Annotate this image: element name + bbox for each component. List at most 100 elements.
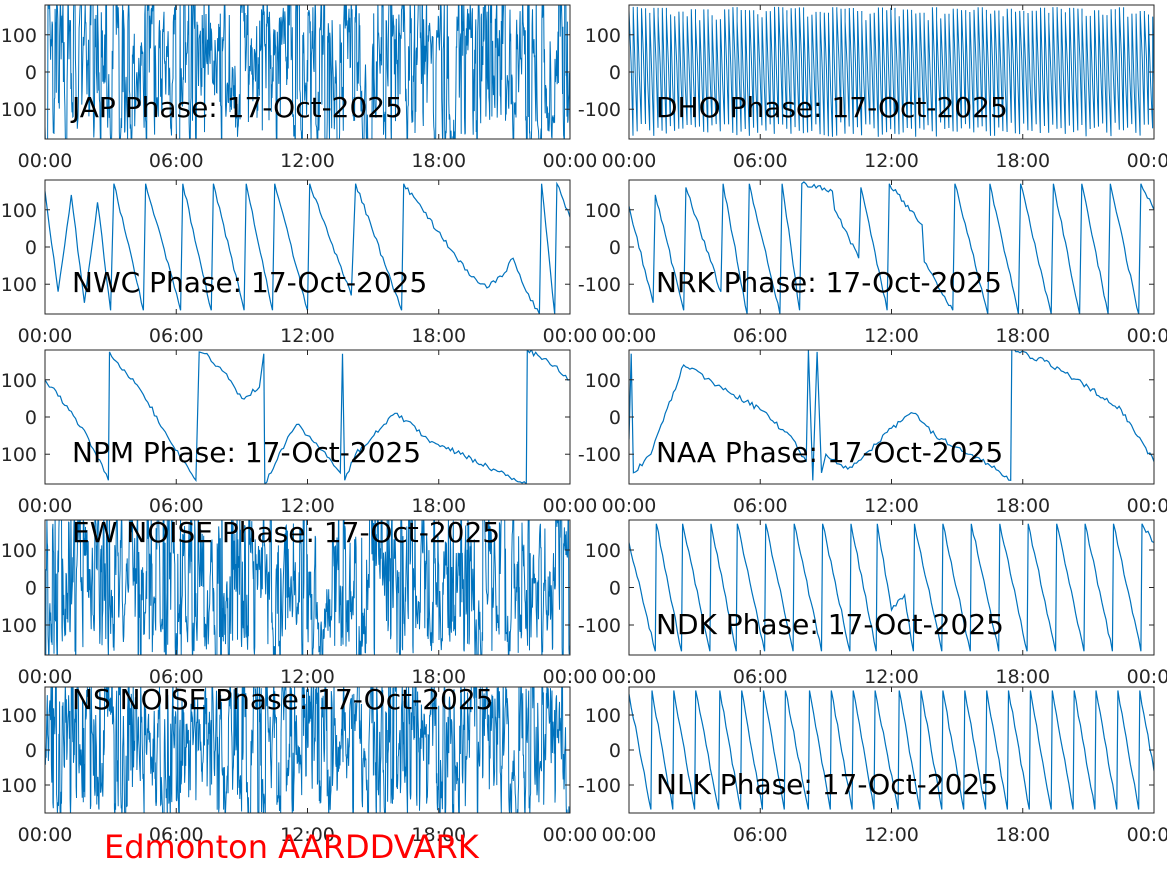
y-tick-label: -100: [578, 444, 621, 466]
x-tick-label: 12:00: [280, 824, 335, 846]
y-tick-label: 100: [1, 200, 37, 222]
y-tick-label: 0: [609, 62, 621, 84]
panel-title: NDK Phase: 17-Oct-2025: [656, 608, 1004, 641]
x-tick-label: 00:00: [1127, 666, 1167, 688]
x-tick-label: 06:00: [733, 325, 788, 347]
x-tick-label: 00:00: [18, 495, 73, 517]
panel-7: 00:00 06:00 12:00 18:00 00:00 100 0 -100 NDK Pha…: [578, 519, 1167, 688]
panel-title: NPM Phase: 17-Oct-2025: [72, 436, 421, 469]
y-tick-label: 100: [1, 540, 37, 562]
data-series-line: [45, 350, 570, 484]
y-tick-label: 100: [1, 370, 37, 392]
x-tick-label: 06:00: [149, 325, 204, 347]
x-tick-label: 18:00: [411, 325, 466, 347]
y-tick-label: -100: [578, 274, 621, 296]
y-tick-label: -100: [578, 99, 621, 121]
x-tick-label: 00:00: [602, 150, 657, 172]
x-tick-label: 18:00: [995, 666, 1050, 688]
data-series-line: [629, 6, 1154, 137]
x-tick-label: 00:00: [602, 325, 657, 347]
y-tick-label: 0: [609, 407, 621, 429]
x-tick-label: 12:00: [864, 824, 919, 846]
y-tick-label: -100: [578, 775, 621, 797]
x-tick-label: 18:00: [411, 666, 466, 688]
x-tick-label: 06:00: [149, 824, 204, 846]
panel-title: EW NOISE Phase: 17-Oct-2025: [72, 516, 500, 549]
y-tick-label: 100: [1, 25, 37, 47]
data-series-line: [629, 181, 1154, 314]
data-series-line: [45, 181, 570, 314]
y-tick-label: 0: [25, 237, 37, 259]
x-tick-label: 06:00: [733, 666, 788, 688]
x-tick-label: 00:00: [18, 824, 73, 846]
x-tick-label: 00:00: [543, 325, 598, 347]
panel-3: 00:00 06:00 12:00 18:00 00:00 100 0 -100 NRK Pha…: [578, 179, 1167, 347]
x-tick-label: 06:00: [733, 150, 788, 172]
data-series-line: [629, 350, 1154, 481]
y-tick-label: 100: [585, 705, 621, 727]
x-tick-label: 00:00: [543, 666, 598, 688]
y-tick-label: 100: [1, 705, 37, 727]
y-tick-label: 0: [25, 578, 37, 600]
x-tick-label: 00:00: [602, 495, 657, 517]
x-tick-label: 06:00: [733, 495, 788, 517]
y-tick-label: 0: [609, 237, 621, 259]
panel-6: 00:00 06:00 12:00 18:00 00:00 100 0 100 EW NOISE…: [1, 516, 598, 688]
x-tick-label: 12:00: [864, 325, 919, 347]
data-series-line: [629, 690, 1154, 810]
panel-title: NAA Phase: 17-Oct-2025: [656, 436, 1003, 469]
x-tick-label: 18:00: [995, 150, 1050, 172]
y-tick-label: 100: [585, 370, 621, 392]
panel-9: 00:00 06:00 12:00 18:00 00:00 100 0 -100 NLK Pha…: [578, 686, 1167, 846]
panel-1: 00:00 06:00 12:00 18:00 00:00 100 0 -100 DHO Pha…: [578, 4, 1167, 172]
x-tick-label: 00:00: [543, 495, 598, 517]
panel-4: 00:00 06:00 12:00 18:00 00:00 100 0 100 NPM Phas…: [1, 349, 598, 517]
panel-8: 00:00 06:00 12:00 18:00 00:00 100 0 100 NS NOISE…: [1, 683, 598, 846]
y-tick-label: 100: [1, 615, 37, 637]
x-tick-label: 00:00: [602, 666, 657, 688]
y-tick-label: 100: [1, 274, 37, 296]
panel-title: NRK Phase: 17-Oct-2025: [656, 266, 1002, 299]
panel-title: NS NOISE Phase: 17-Oct-2025: [72, 683, 493, 716]
data-series-line: [45, 520, 570, 655]
x-tick-label: 00:00: [18, 666, 73, 688]
x-tick-label: 00:00: [1127, 325, 1167, 347]
panel-title: JAP Phase: 17-Oct-2025: [70, 91, 403, 124]
panel-0: 00:00 06:00 12:00 18:00 00:00 100 0 100 JAP Phas…: [1, 4, 598, 172]
y-tick-label: 100: [585, 25, 621, 47]
x-tick-label: 00:00: [543, 150, 598, 172]
x-tick-label: 06:00: [733, 824, 788, 846]
x-tick-label: 18:00: [995, 325, 1050, 347]
x-tick-label: 06:00: [149, 495, 204, 517]
y-tick-label: 0: [609, 740, 621, 762]
x-tick-label: 12:00: [280, 150, 335, 172]
x-tick-label: 12:00: [280, 666, 335, 688]
y-tick-label: 0: [609, 578, 621, 600]
panel-title: DHO Phase: 17-Oct-2025: [656, 91, 1008, 124]
panel-2: 00:00 06:00 12:00 18:00 00:00 100 0 100 NWC Phas…: [1, 179, 598, 347]
y-tick-label: 100: [585, 540, 621, 562]
x-tick-label: 18:00: [995, 824, 1050, 846]
data-series-line: [45, 687, 570, 813]
x-tick-label: 00:00: [18, 325, 73, 347]
y-tick-label: 100: [585, 200, 621, 222]
y-tick-label: 0: [25, 407, 37, 429]
x-tick-label: 18:00: [411, 150, 466, 172]
x-tick-label: 18:00: [995, 495, 1050, 517]
x-tick-label: 00:00: [1127, 495, 1167, 517]
x-tick-label: 18:00: [411, 495, 466, 517]
x-tick-label: 18:00: [411, 824, 466, 846]
x-tick-label: 00:00: [1127, 150, 1167, 172]
y-tick-label: 100: [1, 775, 37, 797]
y-tick-label: 100: [1, 444, 37, 466]
x-tick-label: 06:00: [149, 666, 204, 688]
y-tick-label: 0: [25, 62, 37, 84]
y-tick-label: 100: [1, 99, 37, 121]
x-tick-label: 12:00: [280, 495, 335, 517]
data-series-line: [629, 523, 1154, 652]
x-tick-label: 12:00: [864, 495, 919, 517]
panel-5: 00:00 06:00 12:00 18:00 00:00 100 0 -100 NAA Pha…: [578, 349, 1167, 517]
y-tick-label: -100: [578, 615, 621, 637]
